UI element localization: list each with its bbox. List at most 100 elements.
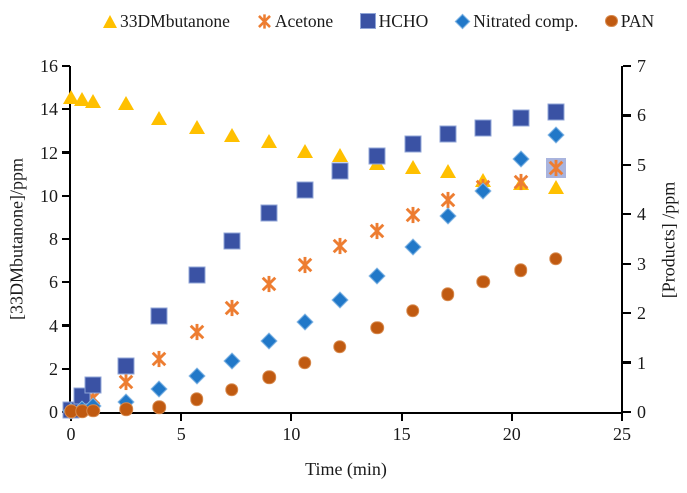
x-axis-title: Time (min) bbox=[305, 459, 387, 479]
y-left-tick bbox=[62, 367, 70, 370]
y-right-tick-label: 3 bbox=[637, 253, 646, 274]
y-right-tick-label: 7 bbox=[637, 56, 646, 76]
y-left-tick-label: 4 bbox=[49, 315, 58, 336]
y-right-tick-label: 6 bbox=[637, 105, 646, 126]
hcho-point bbox=[368, 147, 386, 165]
acetone-point bbox=[189, 323, 204, 340]
acetone-point bbox=[297, 256, 312, 273]
y-right-tick bbox=[623, 312, 631, 315]
pan-point bbox=[333, 340, 347, 354]
33dmbutanone-point bbox=[331, 148, 348, 163]
y-left-tick bbox=[62, 151, 70, 154]
y-right-tick-label: 4 bbox=[637, 204, 646, 225]
acetone-point bbox=[370, 223, 385, 240]
y-right-tick bbox=[623, 64, 631, 68]
diamond-legend-icon bbox=[454, 13, 471, 29]
nitrated-comp-point bbox=[260, 332, 278, 350]
33dmbutanone-point bbox=[118, 96, 135, 111]
legend-label: 33DMbutanone bbox=[120, 10, 230, 31]
acetone-point bbox=[151, 351, 167, 368]
x-tick-label: 20 bbox=[502, 424, 521, 444]
chart-legend: 33DMbutanone Acetone HCHO Nitrated comp. PAN bbox=[103, 8, 654, 34]
y-axis-left-line bbox=[69, 66, 72, 414]
x-tick-label: 0 bbox=[66, 424, 76, 444]
legend-label: Acetone bbox=[274, 10, 334, 31]
legend-item-acetone: Acetone bbox=[257, 11, 333, 32]
acetone-point bbox=[118, 374, 134, 391]
acetone-point bbox=[513, 174, 528, 191]
pan-point bbox=[476, 274, 490, 289]
y-axis-right-title: [Products] /ppm bbox=[658, 181, 679, 299]
pan-point bbox=[86, 403, 100, 418]
x-tick bbox=[510, 413, 513, 421]
hcho-point bbox=[150, 307, 168, 325]
x-tick bbox=[400, 413, 403, 421]
legend-item-nitrated-comp: Nitrated comp. bbox=[454, 11, 578, 32]
y-left-tick bbox=[62, 108, 70, 111]
y-right-tick bbox=[623, 410, 631, 414]
y-right-tick bbox=[623, 163, 631, 166]
33dmbutanone-point bbox=[439, 164, 456, 179]
x-tick bbox=[180, 413, 183, 421]
y-right-tick bbox=[623, 213, 631, 216]
pan-point bbox=[119, 402, 133, 416]
y-right-tick bbox=[623, 262, 631, 265]
y-left-tick bbox=[62, 64, 70, 68]
pan-point bbox=[441, 287, 455, 302]
y-axis-right-line bbox=[621, 66, 624, 414]
y-left-tick-label: 2 bbox=[49, 358, 58, 379]
y-left-tick-label: 6 bbox=[49, 272, 58, 293]
legend-item-pan: PAN bbox=[605, 11, 654, 32]
33dmbutanone-point bbox=[188, 119, 205, 134]
acetone-point bbox=[224, 300, 240, 317]
x-axis-line bbox=[69, 411, 623, 414]
y-left-tick bbox=[62, 324, 70, 327]
acetone-point bbox=[440, 192, 456, 209]
legend-item-33dmbutanone: 33DMbutanone bbox=[103, 11, 230, 32]
nitrated-comp-point bbox=[223, 352, 241, 370]
hcho-point bbox=[474, 119, 492, 137]
legend-label: PAN bbox=[620, 10, 655, 31]
33dmbutanone-point bbox=[85, 93, 102, 108]
x-tick-label: 15 bbox=[392, 424, 411, 444]
asterisk-legend-icon bbox=[257, 13, 271, 29]
circle-legend-icon bbox=[605, 14, 618, 28]
nitrated-comp-point bbox=[368, 267, 386, 285]
hcho-point bbox=[404, 135, 422, 153]
y-left-tick-label: 16 bbox=[40, 56, 58, 76]
x-tick-label: 10 bbox=[282, 424, 301, 444]
hcho-point bbox=[512, 109, 530, 127]
y-right-tick-label: 1 bbox=[637, 352, 646, 373]
nitrated-comp-point bbox=[150, 380, 168, 398]
y-right-tick bbox=[623, 114, 631, 117]
pan-point bbox=[513, 263, 528, 277]
pan-point bbox=[405, 303, 420, 318]
square-legend-icon bbox=[360, 13, 376, 29]
y-axis-left-title: [33DMbutanone]/ppm bbox=[6, 158, 27, 320]
y-right-tick-label: 5 bbox=[637, 154, 646, 175]
y-left-tick bbox=[62, 281, 70, 284]
nitrated-comp-point bbox=[404, 238, 422, 256]
y-left-tick-label: 12 bbox=[40, 142, 58, 163]
acetone-point bbox=[332, 238, 348, 255]
hcho-point bbox=[188, 266, 206, 284]
acetone-point bbox=[548, 160, 564, 177]
y-left-tick bbox=[62, 237, 70, 241]
pan-point bbox=[152, 400, 166, 414]
33dmbutanone-point bbox=[296, 143, 313, 158]
33dmbutanone-point bbox=[404, 160, 421, 175]
y-left-tick-label: 8 bbox=[49, 229, 58, 249]
x-tick bbox=[290, 413, 293, 421]
acetone-point bbox=[405, 207, 420, 224]
pan-point bbox=[225, 383, 239, 397]
pan-point bbox=[262, 370, 277, 385]
33dmbutanone-point bbox=[151, 110, 168, 125]
pan-point bbox=[189, 392, 204, 406]
acetone-point bbox=[262, 276, 277, 293]
hcho-point bbox=[260, 204, 278, 222]
legend-item-hcho: HCHO bbox=[360, 11, 428, 32]
33dmbutanone-point bbox=[261, 134, 278, 149]
hcho-point bbox=[547, 103, 565, 121]
hcho-point bbox=[117, 357, 135, 375]
33dmbutanone-point bbox=[547, 179, 564, 194]
